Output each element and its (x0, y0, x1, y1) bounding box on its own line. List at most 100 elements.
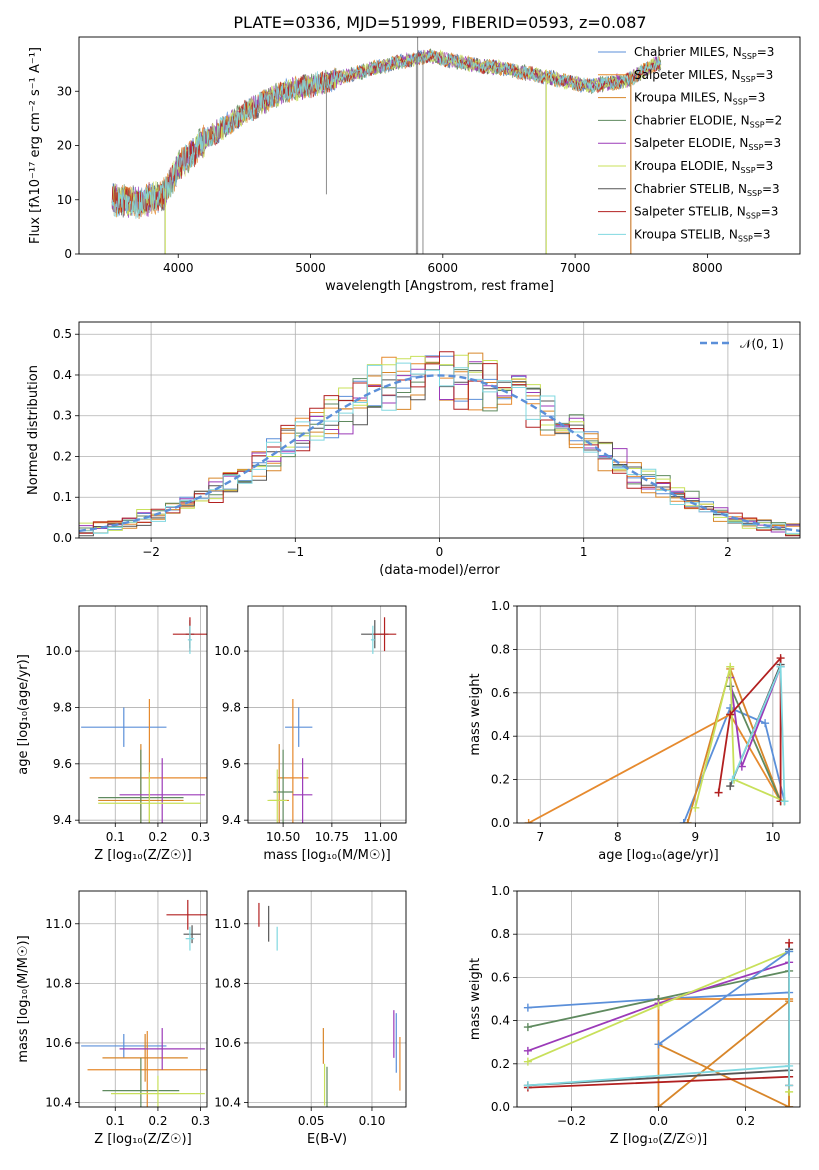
axes-frame (247, 605, 407, 824)
tick-label: 0.0 (53, 531, 72, 545)
y-axis-label: Normed distribution (26, 365, 41, 495)
tick-label: 0.6 (491, 686, 510, 700)
y-axis-label: age [log₁₀(age/yr)] (16, 654, 31, 775)
tick-label: 0.1 (106, 1114, 125, 1128)
tick-label: 0.2 (53, 449, 72, 463)
tick-label: 1 (580, 545, 588, 559)
tick-label: 5000 (295, 261, 326, 275)
spectrum-line (111, 50, 662, 218)
point-marker (728, 775, 737, 784)
plot-area (523, 938, 794, 1107)
legend-label: Salpeter ELODIE, NSSP=3 (634, 136, 781, 152)
plot-area (81, 899, 207, 1107)
tick-label: 0.5 (53, 327, 72, 341)
point-marker (523, 1023, 532, 1032)
tick-label: 0 (64, 247, 72, 261)
histogram (79, 351, 800, 537)
tick-label: 0.2 (491, 1057, 510, 1071)
tick-label: 10.0 (45, 644, 72, 658)
tick-label: 9.6 (53, 757, 72, 771)
tick-label: 0.2 (148, 830, 167, 844)
point-marker (780, 797, 789, 806)
tick-label: 9.6 (222, 757, 241, 771)
point-marker (714, 788, 723, 797)
point-marker (679, 819, 688, 823)
tick-label: 10.0 (214, 644, 241, 658)
point-marker (726, 662, 735, 671)
spectrum-line (111, 51, 662, 218)
plot-area (81, 617, 207, 823)
plot-area (267, 617, 397, 823)
point-marker (654, 1001, 663, 1010)
axes-frame (78, 890, 208, 1108)
tick-label: 30 (57, 84, 72, 98)
mass-weight-line (528, 713, 782, 823)
axes-frame (516, 890, 801, 1108)
tick-label: 10 (765, 830, 780, 844)
tick-label: −1 (286, 545, 304, 559)
point-marker (524, 819, 533, 823)
tick-label: 10.6 (45, 1036, 72, 1050)
point-marker (726, 782, 735, 791)
tick-label: 10.75 (315, 830, 349, 844)
y-axis-label: mass weight (468, 958, 483, 1040)
tick-label: 8 (614, 830, 622, 844)
tick-label: 0.6 (491, 970, 510, 984)
axes-frame (247, 890, 407, 1108)
plot-area (79, 351, 800, 537)
tick-label: 0.0 (491, 816, 510, 830)
axes-frame (78, 605, 208, 824)
tick-label: 0.0 (491, 1100, 510, 1114)
point-marker (785, 947, 794, 956)
point-marker (785, 1103, 794, 1107)
x-axis-label: Z [log₁₀(Z/Z☉)] (94, 848, 191, 863)
legend-label: Kroupa ELODIE, NSSP=3 (634, 159, 773, 175)
x-axis-label: Z [log₁₀(Z/Z☉)] (94, 1132, 191, 1147)
spectrum-line (111, 49, 661, 218)
spectrum-line (111, 49, 662, 219)
y-axis-label: mass weight (468, 673, 483, 755)
tick-label: 0.4 (53, 368, 72, 382)
x-axis-label: (data-model)/error (379, 563, 500, 578)
spectrum-line (111, 48, 662, 216)
tick-label: 0.2 (148, 1114, 167, 1128)
tick-label: 1.0 (491, 599, 510, 613)
point-marker (523, 1003, 532, 1012)
tick-label: 0.4 (491, 1014, 510, 1028)
tick-label: 10.4 (45, 1096, 72, 1110)
x-axis-label: E(B-V) (307, 1132, 347, 1147)
tick-label: 10.4 (214, 1096, 241, 1110)
chart-title: PLATE=0336, MJD=51999, FIBERID=0593, z=0… (233, 13, 646, 32)
histogram (79, 362, 800, 537)
tick-label: 0.1 (53, 490, 72, 504)
legend-label: Chabrier STELIB, NSSP=3 (634, 182, 780, 198)
point-marker (691, 803, 700, 812)
point-marker (761, 719, 770, 728)
mass-weight-line (657, 999, 790, 1107)
spectrum-line (111, 49, 662, 218)
tick-label: 10.8 (214, 976, 241, 990)
tick-label: 9.8 (53, 700, 72, 714)
grid-layer (79, 322, 800, 1108)
plot-area (258, 902, 401, 1107)
tick-label: 10.50 (266, 830, 300, 844)
point-marker (785, 1061, 794, 1070)
axes-frame (78, 321, 801, 539)
legend-label: Chabrier MILES, NSSP=3 (634, 45, 774, 61)
tick-label: 9.8 (222, 700, 241, 714)
tick-label: 0.8 (491, 642, 510, 656)
tick-label: 0.8 (491, 927, 510, 941)
tick-label: 4000 (163, 261, 194, 275)
axes-frame (78, 36, 801, 255)
mass-weight-line (686, 666, 782, 823)
tick-label: 0.1 (106, 830, 125, 844)
tick-label: 9 (692, 830, 700, 844)
point-marker (785, 938, 794, 947)
tick-label: 1.0 (491, 884, 510, 898)
tick-label: 6000 (428, 261, 459, 275)
point-marker (654, 1040, 663, 1049)
tick-label: 10 (57, 193, 72, 207)
tick-label: 0.3 (53, 409, 72, 423)
